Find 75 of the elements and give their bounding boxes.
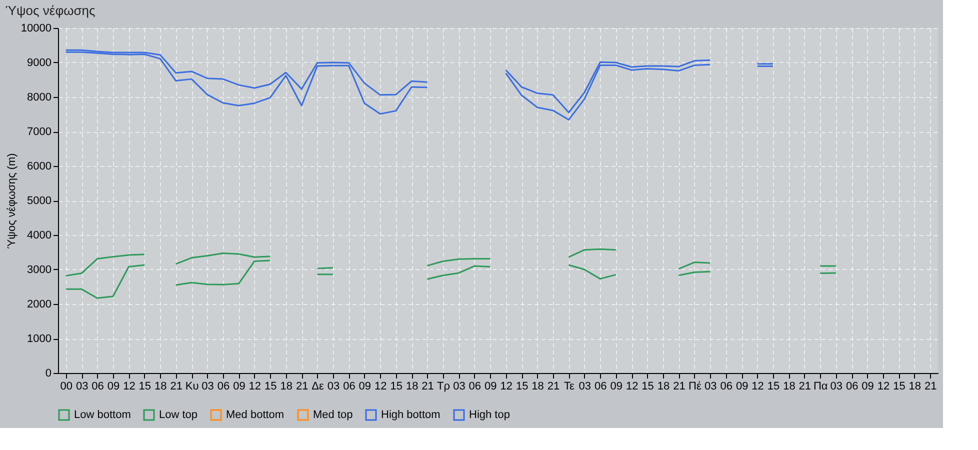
y-tick-label: 3000 [27, 264, 52, 276]
x-tick-label: 18 [783, 380, 796, 392]
y-axis-title: Ύψος νέφωσης (m) [6, 153, 18, 249]
x-tick-label: 09 [610, 380, 622, 392]
x-tick-label: 03 [704, 380, 717, 392]
x-tick-label: 21 [547, 380, 560, 392]
x-tick-label: 03 [830, 380, 842, 392]
y-tick-label: 6000 [27, 160, 52, 172]
x-tick-label: 18 [154, 380, 167, 392]
x-tick-label: 09 [484, 380, 497, 392]
x-tick-label: 09 [358, 380, 372, 392]
x-tick-label: 06 [92, 380, 104, 392]
x-tick-label: 15 [138, 380, 152, 392]
x-tick-label: 03 [578, 380, 592, 392]
chart-title: Ύψος νέφωσης [5, 3, 96, 18]
x-tick-label: 06 [846, 380, 858, 392]
x-tick-label: 21 [422, 380, 434, 392]
legend-label: Med bottom [226, 409, 284, 421]
x-tick-label: Πα [813, 380, 828, 392]
legend-label: High top [469, 409, 510, 421]
legend-label: High bottom [381, 409, 440, 421]
x-tick-label: 15 [893, 380, 906, 392]
x-tick-label: Τε [564, 380, 575, 392]
legend-label: Low bottom [74, 409, 131, 421]
x-tick-label: 21 [924, 380, 937, 392]
x-tick-label: 06 [594, 380, 607, 392]
x-tick-label: 06 [343, 380, 356, 392]
x-tick-label: 12 [877, 380, 890, 392]
y-tick-label: 8000 [27, 92, 52, 104]
y-tick-label: 2000 [27, 298, 52, 310]
x-tick-label: 12 [123, 380, 136, 392]
x-tick-label: Κυ [185, 380, 199, 392]
x-tick-label: 21 [673, 380, 686, 392]
x-tick-label: 15 [390, 380, 402, 392]
y-tick-label: 1000 [27, 333, 52, 345]
y-tick-label: 0 [45, 368, 52, 380]
legend-label: Med top [313, 409, 353, 421]
x-tick-label: 21 [798, 380, 812, 392]
x-tick-label: 18 [406, 380, 418, 392]
x-tick-label: 15 [516, 380, 528, 392]
x-tick-label: 21 [170, 380, 182, 392]
x-tick-label: 12 [626, 380, 638, 392]
x-tick-label: 18 [532, 380, 544, 392]
x-tick-label: 09 [736, 380, 748, 392]
x-tick-label: 06 [720, 380, 732, 392]
legend-label: Low top [159, 409, 198, 421]
x-tick-label: 12 [248, 380, 262, 392]
x-tick-label: 21 [296, 380, 308, 392]
x-tick-label: 18 [657, 380, 670, 392]
x-tick-label: 03 [76, 380, 88, 392]
x-tick-label: 03 [453, 380, 466, 392]
y-tick-label: 9000 [27, 57, 52, 69]
x-tick-label: 06 [217, 380, 230, 392]
x-tick-label: 12 [500, 380, 512, 392]
x-tick-label: Τρ [437, 380, 450, 392]
x-tick-label: 15 [264, 380, 277, 392]
x-tick-label: 12 [752, 380, 764, 392]
y-tick-label: 10000 [20, 22, 52, 34]
x-tick-label: 09 [862, 380, 874, 392]
x-tick-label: 18 [280, 380, 292, 392]
x-tick-label: 09 [233, 380, 246, 392]
y-tick-label: 7000 [27, 126, 52, 138]
x-tick-label: 00 [60, 380, 72, 392]
x-tick-label: 09 [107, 380, 120, 392]
x-tick-label: 06 [468, 380, 482, 392]
y-tick-label: 5000 [27, 195, 52, 207]
x-tick-label: 03 [327, 380, 340, 392]
x-tick-label: Δε [312, 380, 324, 392]
x-tick-label: 18 [908, 380, 922, 392]
x-tick-label: 15 [767, 380, 780, 392]
x-tick-label: Πέ [688, 380, 702, 392]
x-tick-label: 03 [202, 380, 214, 392]
x-tick-label: 12 [374, 380, 387, 392]
y-tick-label: 4000 [27, 230, 52, 242]
x-tick-label: 15 [642, 380, 654, 392]
